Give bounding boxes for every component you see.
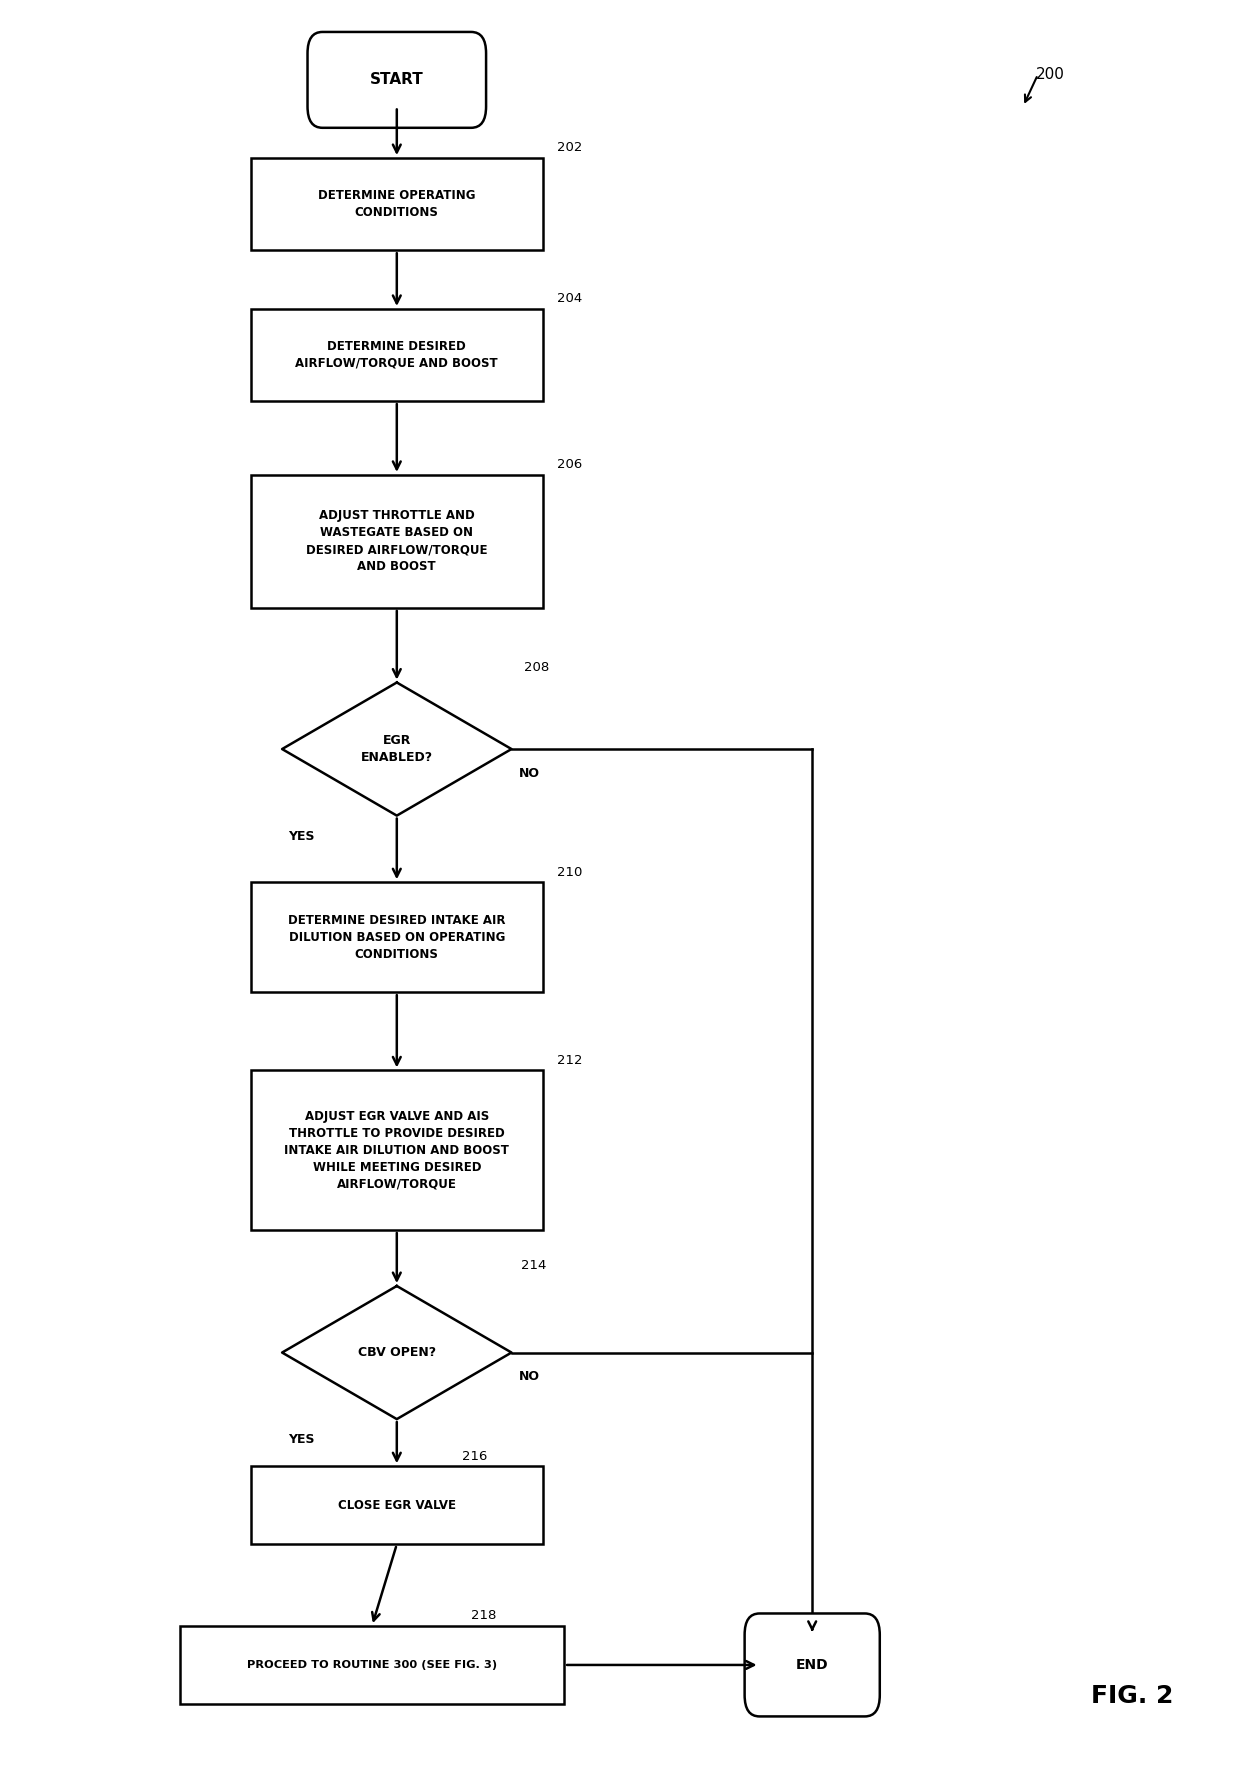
Text: 214: 214	[521, 1258, 547, 1271]
Text: YES: YES	[288, 831, 315, 843]
Text: DETERMINE OPERATING
CONDITIONS: DETERMINE OPERATING CONDITIONS	[317, 190, 476, 218]
Text: 204: 204	[558, 293, 583, 305]
Bar	[250, 474, 543, 607]
Text: 216: 216	[461, 1450, 487, 1463]
Text: 202: 202	[558, 142, 583, 154]
Text: FIG. 2: FIG. 2	[1091, 1683, 1173, 1708]
Text: DETERMINE DESIRED
AIRFLOW/TORQUE AND BOOST: DETERMINE DESIRED AIRFLOW/TORQUE AND BOO…	[295, 341, 498, 369]
Bar	[250, 158, 543, 250]
Text: START: START	[370, 73, 424, 87]
Text: ADJUST THROTTLE AND
WASTEGATE BASED ON
DESIRED AIRFLOW/TORQUE
AND BOOST: ADJUST THROTTLE AND WASTEGATE BASED ON D…	[306, 509, 487, 573]
Text: PROCEED TO ROUTINE 300 (SEE FIG. 3): PROCEED TO ROUTINE 300 (SEE FIG. 3)	[247, 1660, 497, 1670]
Text: DETERMINE DESIRED INTAKE AIR
DILUTION BASED ON OPERATING
CONDITIONS: DETERMINE DESIRED INTAKE AIR DILUTION BA…	[288, 914, 506, 960]
Text: ADJUST EGR VALVE AND AIS
THROTTLE TO PROVIDE DESIRED
INTAKE AIR DILUTION AND BOO: ADJUST EGR VALVE AND AIS THROTTLE TO PRO…	[284, 1109, 510, 1191]
Text: CBV OPEN?: CBV OPEN?	[357, 1345, 436, 1360]
Polygon shape	[283, 1285, 511, 1420]
Bar	[180, 1626, 564, 1704]
FancyBboxPatch shape	[308, 32, 486, 128]
Text: 200: 200	[1035, 67, 1064, 82]
Text: 212: 212	[558, 1054, 583, 1067]
Polygon shape	[283, 683, 511, 816]
Text: 208: 208	[523, 660, 549, 674]
Text: 206: 206	[558, 458, 583, 470]
Text: 218: 218	[471, 1610, 496, 1622]
Text: YES: YES	[288, 1434, 315, 1447]
Bar	[250, 1070, 543, 1230]
Text: 210: 210	[558, 866, 583, 879]
Text: CLOSE EGR VALVE: CLOSE EGR VALVE	[337, 1498, 456, 1512]
Text: EGR
ENABLED?: EGR ENABLED?	[361, 735, 433, 763]
Bar	[250, 1466, 543, 1544]
Text: NO: NO	[518, 767, 539, 779]
Text: END: END	[796, 1658, 828, 1672]
Bar	[250, 309, 543, 401]
FancyBboxPatch shape	[744, 1613, 880, 1716]
Bar	[250, 882, 543, 992]
Text: NO: NO	[518, 1370, 539, 1383]
